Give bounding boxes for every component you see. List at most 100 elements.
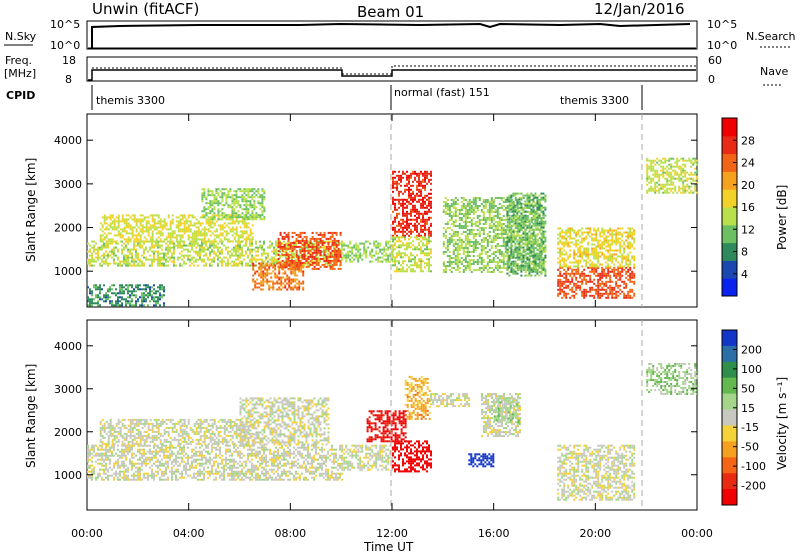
data-cell-10 xyxy=(506,272,509,275)
data-cell-9 xyxy=(484,239,487,241)
data-cell-4 xyxy=(301,255,304,258)
data-cell-9 xyxy=(456,209,459,211)
date-title: 12/Jan/2016 xyxy=(594,0,685,18)
data-cell-2 xyxy=(201,240,204,243)
data-cell-9 xyxy=(444,229,447,231)
data-cell-0 xyxy=(283,260,285,263)
data-cell-4 xyxy=(279,233,282,236)
data-cell-10 xyxy=(538,206,541,209)
data-cell-8 xyxy=(402,266,404,269)
data-cell-10 xyxy=(512,220,515,223)
data-cell-3 xyxy=(253,216,256,219)
data-cell-3 xyxy=(261,188,264,191)
data-cell-6 xyxy=(357,260,360,263)
data-cell-9 xyxy=(454,249,457,251)
data-cell-0 xyxy=(293,254,295,257)
data-cell-9 xyxy=(488,217,491,219)
data-cell-6 xyxy=(375,240,378,243)
data-cell-9 xyxy=(488,231,491,233)
data-cell-3 xyxy=(241,196,244,199)
data-cell-2 xyxy=(121,230,124,233)
data-cell-9 xyxy=(454,231,457,233)
data-cell-9 xyxy=(530,199,533,201)
data-cell-2 xyxy=(141,240,144,243)
data-cell-10 xyxy=(522,256,525,259)
data-cell-0 xyxy=(157,258,159,261)
data-cell-10 xyxy=(544,274,547,277)
data-cell-0 xyxy=(213,244,215,247)
data-cell-10 xyxy=(516,222,519,225)
data-cell-0 xyxy=(101,264,103,267)
data-cell-0 xyxy=(167,244,169,247)
data-cell-10 xyxy=(516,216,519,219)
data-cell-10 xyxy=(532,256,535,259)
data-cell-2 xyxy=(125,238,128,241)
data-cell-2 xyxy=(127,218,130,221)
data-cell-9 xyxy=(448,213,451,215)
data-cell-0 xyxy=(103,254,105,257)
data-cell-1 xyxy=(121,302,123,305)
data-cell-2 xyxy=(227,216,230,219)
data-cell-0 xyxy=(169,250,171,253)
data-cell-11 xyxy=(573,284,576,287)
data-cell-1 xyxy=(159,296,161,299)
data-cell-6 xyxy=(349,250,352,253)
data-cell-0 xyxy=(323,258,325,261)
data-cell-8 xyxy=(420,262,422,265)
data-cell-0 xyxy=(87,242,89,245)
data-cell-0 xyxy=(141,260,143,263)
data-cell-11 xyxy=(589,270,592,273)
data-cell-0 xyxy=(257,248,259,251)
data-cell-9 xyxy=(470,221,473,223)
data-cell-0 xyxy=(257,254,259,257)
data-cell-9 xyxy=(502,201,505,203)
data-cell-7 xyxy=(424,218,426,221)
data-cell-10 xyxy=(542,192,545,195)
data-cell-0 xyxy=(273,258,275,261)
data-cell-2 xyxy=(157,232,160,235)
data-cell-10 xyxy=(522,214,525,217)
data-cell-9 xyxy=(450,271,453,273)
data-cell-0 xyxy=(259,258,261,261)
data-cell-8 xyxy=(416,248,418,251)
data-cell-9 xyxy=(450,229,453,231)
data-cell-0 xyxy=(163,258,165,261)
data-cell-10 xyxy=(542,222,545,225)
data-cell-3 xyxy=(229,188,232,191)
cpid-segment-2: normal (fast) 151 xyxy=(394,86,490,99)
data-cell-4 xyxy=(325,265,328,268)
data-cell-2 xyxy=(183,226,186,229)
data-cell-9 xyxy=(482,223,485,225)
data-cell-0 xyxy=(179,264,181,267)
data-cell-1 xyxy=(93,284,95,287)
data-cell-2 xyxy=(107,232,110,235)
data-cell-9 xyxy=(468,265,471,267)
data-cell-3 xyxy=(251,216,254,219)
data-cell-1 xyxy=(119,286,121,289)
data-cell-2 xyxy=(249,230,252,233)
data-cell-0 xyxy=(217,256,219,259)
data-cell-0 xyxy=(205,252,207,255)
data-cell-10 xyxy=(522,210,525,213)
data-cell-9 xyxy=(486,239,489,241)
data-cell-2 xyxy=(125,224,128,227)
data-cell-5 xyxy=(252,278,255,281)
data-cell-0 xyxy=(99,262,101,265)
data-cell-9 xyxy=(512,253,515,255)
data-cell-9 xyxy=(454,215,457,217)
data-cell-6 xyxy=(387,240,390,243)
data-cell-9 xyxy=(462,227,465,229)
data-cell-6 xyxy=(357,254,360,257)
data-cell-1 xyxy=(97,302,99,305)
data-cell-6 xyxy=(383,254,386,257)
data-cell-4 xyxy=(315,267,318,270)
data-cell-0 xyxy=(161,244,163,247)
data-cell-9 xyxy=(442,201,445,203)
data-cell-11 xyxy=(563,292,566,295)
data-cell-0 xyxy=(135,260,137,263)
data-cell-10 xyxy=(536,244,539,247)
data-cell-4 xyxy=(321,239,324,242)
data-cell-6 xyxy=(361,242,364,245)
data-cell-3 xyxy=(241,190,244,193)
data-cell-7 xyxy=(428,178,430,181)
